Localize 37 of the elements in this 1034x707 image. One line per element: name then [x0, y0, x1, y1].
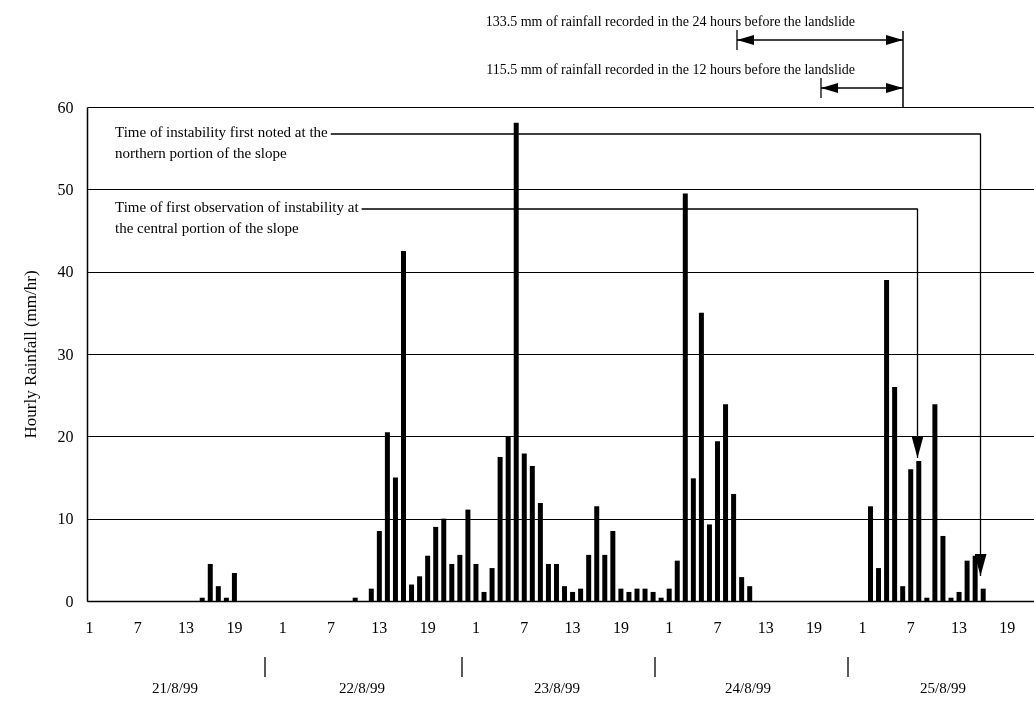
annotation: Time of instability first noted at the northern portion of the slope	[115, 124, 329, 161]
y-tick-label: 20	[57, 427, 74, 445]
x-tick-label: 1	[665, 618, 674, 636]
x-tick-label: 13	[564, 618, 581, 636]
x-tick-label: 1	[858, 618, 867, 636]
y-tick-label: 60	[57, 98, 74, 116]
x-tick-label: 19	[419, 618, 436, 636]
x-tick-label: 19	[806, 618, 823, 636]
x-tick-label: 7	[906, 618, 915, 636]
y-tick-label: 10	[57, 510, 74, 528]
y-tick-label: 40	[57, 263, 74, 281]
text: 24/8/99	[725, 680, 771, 696]
x-tick-label: 7	[713, 618, 722, 636]
y-tick-label: 30	[57, 345, 74, 363]
x-tick-label: 7	[133, 618, 142, 636]
text: 23/8/99	[534, 680, 580, 696]
y-tick-label: 0	[65, 592, 74, 610]
x-tick-label: 13	[178, 618, 195, 636]
y-axis-title: Hourly Rainfall (mm/hr)	[20, 270, 40, 439]
x-tick-label: 13	[757, 618, 774, 636]
x-tick-label: 1	[471, 618, 480, 636]
annotation: Time of first observation of instability at the central portion of the slope	[115, 199, 360, 236]
x-tick-label: 13	[951, 618, 968, 636]
x-tick-label: 19	[612, 618, 629, 636]
x-tick-label: 19	[999, 618, 1016, 636]
x-tick-label: 7	[327, 618, 336, 636]
text: 22/8/99	[339, 680, 385, 696]
x-tick-label: 1	[278, 618, 287, 636]
x-tick-label: 1	[85, 618, 94, 636]
y-tick-label: 50	[57, 180, 74, 198]
x-tick-label: 19	[226, 618, 243, 636]
x-tick-label: 13	[371, 618, 388, 636]
x-tick-label: 7	[520, 618, 529, 636]
text: 25/8/99	[920, 680, 966, 696]
text: 115.5 mm of rainfall recorded in the 12 hours before the landslide	[486, 62, 855, 77]
text: 21/8/99	[152, 680, 198, 696]
text: 133.5 mm of rainfall recorded in the 24 hours before the landslide	[485, 14, 855, 29]
